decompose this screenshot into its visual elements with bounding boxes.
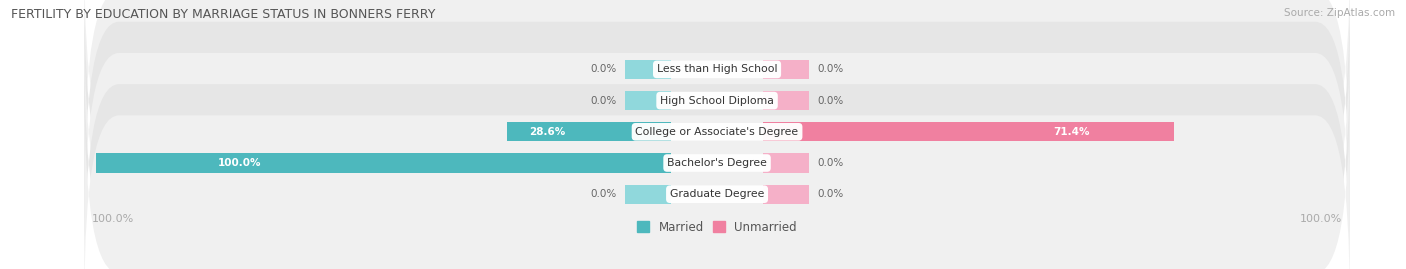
Bar: [626, 60, 671, 79]
Bar: [96, 153, 671, 173]
Text: College or Associate's Degree: College or Associate's Degree: [636, 127, 799, 137]
Text: 0.0%: 0.0%: [818, 189, 844, 199]
Bar: [763, 91, 808, 110]
Legend: Married, Unmarried: Married, Unmarried: [633, 216, 801, 238]
Bar: [763, 185, 808, 204]
Text: Bachelor's Degree: Bachelor's Degree: [666, 158, 768, 168]
Bar: [626, 185, 671, 204]
Text: 100.0%: 100.0%: [218, 158, 262, 168]
Text: 0.0%: 0.0%: [818, 158, 844, 168]
Text: 0.0%: 0.0%: [591, 189, 616, 199]
Text: FERTILITY BY EDUCATION BY MARRIAGE STATUS IN BONNERS FERRY: FERTILITY BY EDUCATION BY MARRIAGE STATU…: [11, 8, 436, 21]
FancyBboxPatch shape: [84, 0, 1350, 209]
Text: 0.0%: 0.0%: [818, 64, 844, 75]
Text: Source: ZipAtlas.com: Source: ZipAtlas.com: [1284, 8, 1395, 18]
Text: 0.0%: 0.0%: [591, 64, 616, 75]
FancyBboxPatch shape: [84, 55, 1350, 269]
Text: Graduate Degree: Graduate Degree: [669, 189, 765, 199]
Bar: [763, 122, 1174, 141]
Text: Less than High School: Less than High School: [657, 64, 778, 75]
FancyBboxPatch shape: [84, 0, 1350, 178]
Text: 28.6%: 28.6%: [530, 127, 565, 137]
Text: 0.0%: 0.0%: [818, 95, 844, 106]
Bar: [506, 122, 671, 141]
Text: High School Diploma: High School Diploma: [661, 95, 773, 106]
FancyBboxPatch shape: [84, 86, 1350, 269]
Text: 0.0%: 0.0%: [591, 95, 616, 106]
Bar: [626, 91, 671, 110]
Bar: [763, 153, 808, 173]
Text: 71.4%: 71.4%: [1053, 127, 1090, 137]
FancyBboxPatch shape: [84, 23, 1350, 240]
Bar: [763, 60, 808, 79]
